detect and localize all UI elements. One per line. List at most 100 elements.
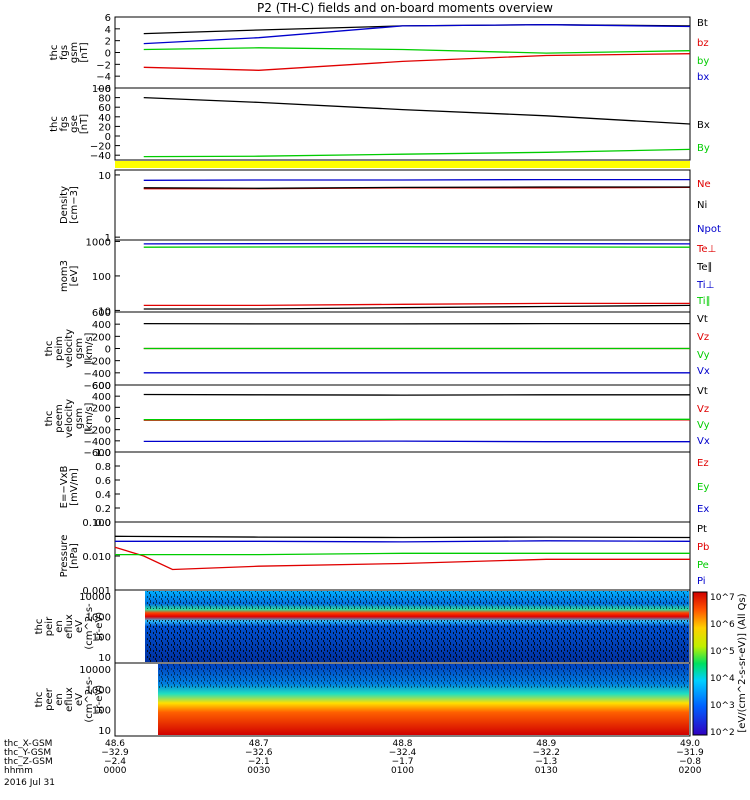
legend-entry: by [697, 56, 709, 67]
y-tick-label: 200 [92, 332, 111, 343]
y-axis-label: thc [34, 692, 45, 708]
y-axis-label: E=−VxB [59, 466, 70, 509]
y-tick-label: 1000 [86, 685, 111, 696]
series-line [143, 53, 691, 71]
y-axis-label: (cm^2-s- [84, 603, 95, 650]
y-tick-label: 0.6 [95, 476, 111, 487]
x-axis-row-label: thc_X-GSM [4, 739, 52, 749]
legend-entry: Ey [697, 482, 709, 493]
y-axis-label: Density [59, 186, 70, 224]
series-line [143, 302, 690, 307]
y-tick-label: 10 [98, 726, 111, 737]
y-tick-label: 0.4 [95, 490, 111, 501]
series-line [143, 178, 690, 181]
panel-7: E=−VxB [mV/m] 1.0 0.8 0.6 0.4 0.2 0.0 Ez Ey Ex [59, 448, 709, 529]
y-axis-label: gse [69, 115, 80, 133]
y-axis-label: thc [44, 411, 55, 427]
y-axis-label: sr-eV) [94, 612, 105, 641]
y-axis-label: eflux [64, 687, 75, 712]
y-axis-label: thc [34, 619, 45, 635]
y-tick-label: −40 [90, 151, 111, 162]
y-axis-label: (cm^2-s- [84, 676, 95, 723]
colorbar [692, 591, 708, 736]
y-tick-label: 2 [105, 37, 111, 48]
y-axis-label: [mV/m] [69, 468, 80, 506]
legend-entry: Vx [697, 436, 710, 447]
panel-6: thc peem velocity gsm [km/s] 6004002000−200−4… [44, 381, 710, 459]
x-tick-label: 48.9 [536, 739, 556, 749]
y-axis-label: [km/s] [84, 402, 95, 434]
y-tick-label: 0.2 [95, 504, 111, 515]
legend-entry: Te∥ [696, 262, 713, 273]
y-axis-label: eV [74, 620, 85, 633]
y-tick-label: 20 [98, 122, 111, 133]
y-tick-label: 80 [98, 94, 111, 105]
legend-entry: Pi [697, 576, 706, 587]
x-tick-label: −2.1 [248, 757, 270, 767]
y-axis-label: peir [44, 616, 55, 636]
x-tick-label: 0200 [679, 766, 702, 776]
y-tick-label: 100 [92, 84, 111, 95]
x-tick-label: −32.6 [245, 748, 273, 758]
x-tick-label: −1.7 [392, 757, 414, 767]
x-tick-label: 0030 [247, 766, 270, 776]
x-tick-label: 49.0 [680, 739, 700, 749]
legend-entry: Vz [697, 332, 709, 343]
panel-frame [114, 239, 691, 313]
legend-entry: Pb [697, 542, 709, 553]
series-line [143, 304, 691, 310]
y-tick-label: 0.100 [82, 518, 111, 529]
x-axis-row-label: hhmm [4, 766, 33, 776]
y-axis-label: velocity [64, 399, 75, 438]
series-line [143, 24, 691, 45]
x-tick-label: 0100 [391, 766, 414, 776]
y-axis-label: eflux [64, 614, 75, 639]
panel-3: Density [cm−3] 10 1 Ne Ni Npot [59, 169, 721, 244]
y-tick-label: 400 [92, 320, 111, 331]
series-line [143, 148, 691, 158]
y-tick-label: 0 [105, 415, 111, 426]
y-axis-label: [eV] [69, 266, 80, 287]
panel-frame [114, 451, 691, 523]
y-axis-label: fgs [59, 45, 70, 60]
y-axis-label: gsm [74, 338, 85, 359]
date-label: 2016 Jul 31 [4, 778, 55, 788]
colorbar-tick-label: 10^5 [710, 647, 735, 657]
y-axis-label: fgs [59, 116, 70, 131]
y-tick-label: 10 [98, 306, 111, 317]
x-tick-label: −32.9 [101, 748, 129, 758]
y-tick-label: −400 [84, 437, 111, 448]
y-axis-label: sr-eV) [94, 685, 105, 714]
panel-frame [114, 521, 691, 591]
legend-entry: Vy [697, 420, 710, 431]
legend-entry: Bx [697, 120, 710, 131]
x-tick-label: 0000 [104, 766, 127, 776]
y-tick-label: 6 [105, 13, 111, 24]
y-axis-label: peem [54, 404, 65, 432]
legend-entry: By [697, 143, 710, 154]
series-line [114, 546, 690, 571]
legend-entry: Ti∥ [696, 296, 711, 307]
y-axis-label: [cm−3] [69, 186, 80, 224]
colorbar-tick-label: 10^3 [710, 701, 735, 711]
legend-entry: bx [697, 72, 709, 83]
y-axis-label: [nT] [79, 114, 90, 134]
legend-entry: Te⊥ [696, 244, 716, 255]
y-axis-label: en [54, 620, 65, 633]
colorbar-tick-label: 10^7 [710, 593, 735, 603]
y-tick-label: 400 [92, 392, 111, 403]
y-axis-label: mom3 [59, 260, 70, 292]
legend-entry: Vt [697, 386, 708, 397]
y-tick-label: 4 [105, 25, 111, 36]
y-tick-label: 1 [105, 233, 111, 244]
x-tick-label: −31.9 [676, 748, 704, 758]
x-axis-row-label: thc_Y-GSM [4, 748, 51, 758]
y-tick-label: 600 [92, 381, 111, 392]
y-tick-label: −200 [84, 357, 111, 368]
y-tick-label: 100 [92, 272, 111, 283]
y-axis-label: eV [74, 693, 85, 706]
x-tick-label: −2.4 [104, 757, 126, 767]
series-line [143, 96, 691, 125]
